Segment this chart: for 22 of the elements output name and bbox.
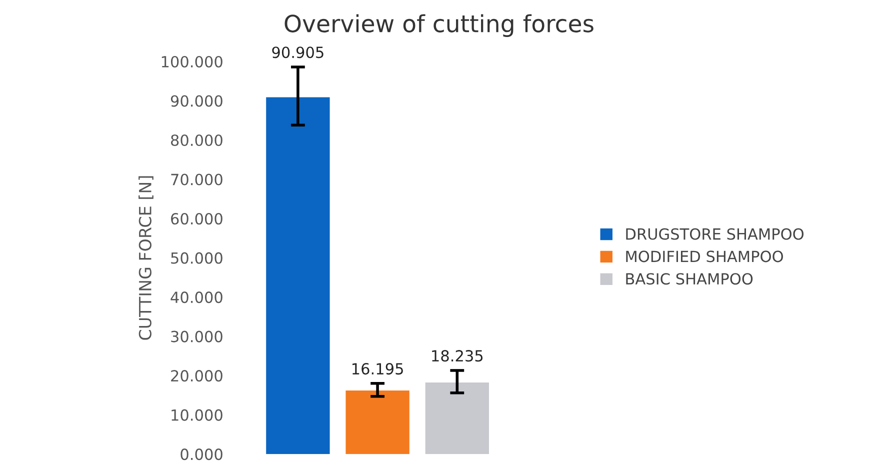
y-tick-label: 60.000 [171, 212, 222, 225]
bar [266, 97, 330, 454]
legend-label: DRUGSTORE SHAMPOO [626, 228, 804, 240]
bar [425, 382, 489, 454]
legend-label: BASIC SHAMPOO [626, 273, 753, 285]
y-axis-title: CUTTING FORCE [N] [138, 176, 154, 340]
y-tick-label: 50.000 [171, 252, 222, 264]
y-tick-label: 10.000 [172, 409, 222, 421]
data-label: 16.195 [352, 363, 403, 375]
y-tick-label: 80.000 [170, 134, 222, 146]
y-tick-label: 40.000 [170, 292, 222, 304]
y-tick-label: 20.000 [171, 370, 222, 382]
y-tick-label: 30.000 [171, 330, 222, 342]
chart-title: Overview of cutting forces [284, 14, 594, 38]
data-label: 90.905 [272, 46, 324, 58]
y-tick-label: 100.000 [162, 56, 222, 68]
y-tick-label: 70.000 [171, 174, 222, 186]
bar [346, 390, 410, 454]
y-tick-label: 90.000 [170, 95, 222, 107]
data-label: 18.235 [432, 350, 483, 362]
legend-label: MODIFIED SHAMPOO [626, 250, 783, 262]
y-tick-label: 0.000 [180, 448, 222, 460]
